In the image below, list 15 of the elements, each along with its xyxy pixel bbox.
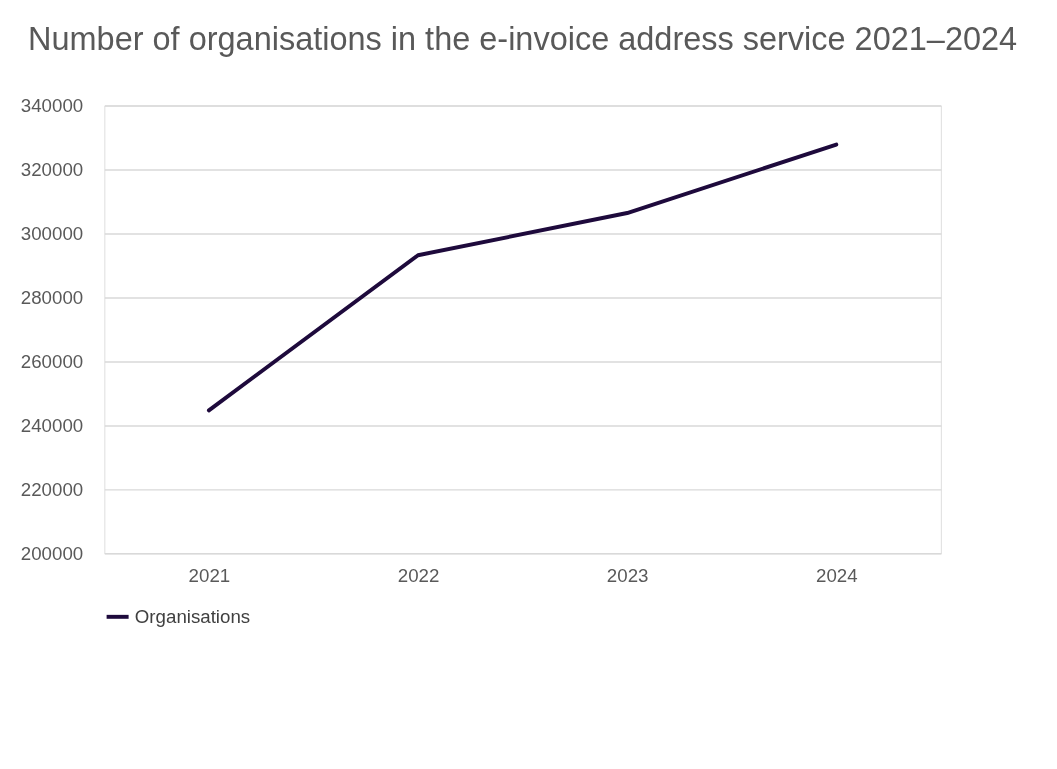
y-tick-label: 260000 bbox=[20, 350, 84, 372]
x-tick-label: 2021 bbox=[188, 565, 231, 587]
y-tick-label: 300000 bbox=[20, 222, 84, 244]
y-tick-label: 220000 bbox=[20, 478, 84, 500]
x-tick-label: 2023 bbox=[606, 565, 649, 587]
chart-title: Number of organisations in the e-invoice address service 2021–2024 bbox=[28, 21, 1018, 58]
line-series bbox=[206, 142, 839, 413]
x-tick-label: 2022 bbox=[397, 565, 440, 587]
y-tick-label: 340000 bbox=[20, 94, 84, 116]
y-tick-label: 200000 bbox=[20, 542, 84, 564]
y-tick-label: 280000 bbox=[20, 286, 84, 308]
legend-label: Organisations bbox=[134, 605, 251, 627]
y-tick-label: 320000 bbox=[20, 158, 84, 180]
y-tick-label: 240000 bbox=[20, 414, 84, 436]
x-tick-label: 2024 bbox=[816, 565, 858, 587]
